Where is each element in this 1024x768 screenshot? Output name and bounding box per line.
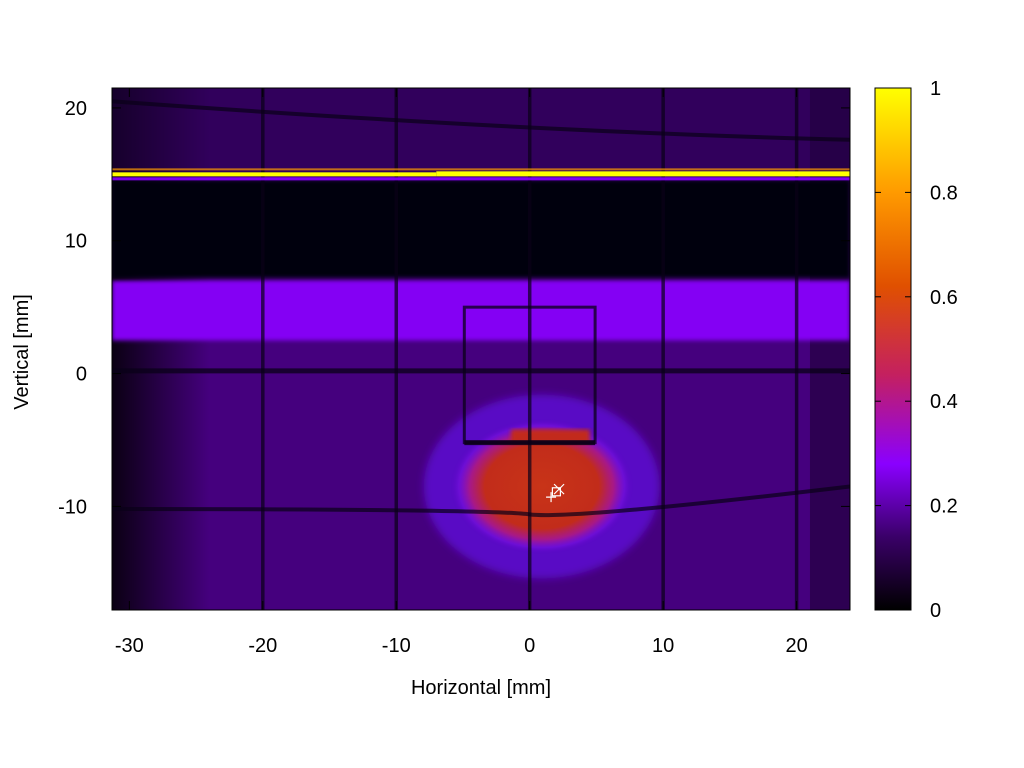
colorbar-ticks: 0 0.2 0.4 0.6 0.8 1: [875, 78, 958, 622]
colorbar-tick-label: 0.8: [930, 182, 958, 204]
bright-line-glow-top: [112, 168, 850, 171]
colorbar: [874, 87, 912, 611]
x-tick-label: 10: [652, 635, 674, 657]
bright-line-glow-bottom: [112, 177, 850, 181]
colorbar-tick-label: 0.4: [930, 391, 958, 413]
marker-x: [553, 483, 565, 495]
colorbar-tick-label: 0.2: [930, 496, 958, 518]
heatmap-image: [112, 88, 850, 610]
y-tick-label: 10: [65, 231, 87, 253]
x-axis-label: Horizontal [mm]: [411, 677, 551, 699]
y-tick-label: 20: [65, 98, 87, 120]
colorbar-tick-label: 0: [930, 600, 941, 622]
y-tick-label: 0: [76, 364, 87, 386]
curved-shadow-upper: [112, 99, 850, 142]
plot-frame: [111, 87, 851, 611]
y-axis-label: Vertical [mm]: [11, 294, 33, 410]
marker-plus: [546, 492, 557, 503]
x-tick-label: 20: [785, 635, 807, 657]
x-axis-ticks: -30 -20 -10 0 10 20: [115, 88, 808, 657]
bright-line-right: [436, 171, 850, 177]
purple-band: [112, 280, 850, 341]
dark-band: [112, 179, 850, 278]
beam-center-markers: [546, 483, 565, 503]
x-tick-label: -10: [382, 635, 411, 657]
x-tick-label: 0: [524, 635, 535, 657]
beam-spot: [449, 418, 634, 555]
upper-region: [112, 88, 850, 175]
marker-square: [551, 487, 562, 497]
x-tick-label: -20: [248, 635, 277, 657]
bright-line-left: [112, 172, 437, 177]
x-tick-label: -30: [115, 635, 144, 657]
y-axis-ticks: 20 10 0 -10: [58, 98, 850, 518]
colorbar-tick-label: 1: [930, 78, 941, 100]
y-tick-label: -10: [58, 496, 87, 518]
curved-shadow-lower: [112, 484, 850, 518]
colorbar-tick-label: 0.6: [930, 287, 958, 309]
